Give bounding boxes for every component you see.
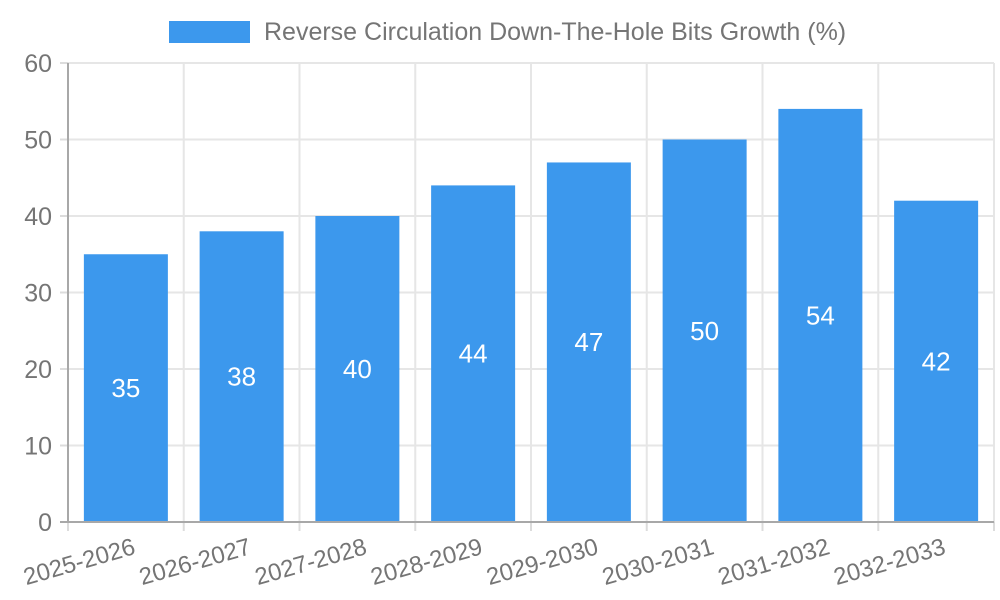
chart-legend: Reverse Circulation Down-The-Hole Bits G…: [169, 18, 847, 46]
x-tick-label: 2027-2028: [252, 533, 370, 591]
x-tick-label: 2026-2027: [136, 533, 254, 591]
bar-value-label: 47: [574, 327, 603, 357]
x-tick-label: 2028-2029: [368, 533, 486, 591]
y-tick-label: 20: [24, 356, 52, 384]
bar-value-label: 38: [227, 362, 256, 392]
bar-value-label: 35: [111, 373, 140, 403]
bar: [662, 139, 747, 522]
x-tick-label: 2031-2032: [715, 533, 833, 591]
x-tick-label: 2029-2030: [484, 533, 602, 591]
y-tick-label: 60: [24, 50, 52, 78]
y-tick-label: 50: [24, 127, 52, 155]
bar: [315, 216, 400, 522]
y-tick-label: 0: [38, 509, 52, 537]
bar-value-label: 42: [922, 346, 951, 376]
x-tick-label: 2030-2031: [599, 533, 717, 591]
bar-value-label: 54: [806, 300, 835, 330]
bar: [199, 231, 284, 523]
bar: [894, 200, 979, 522]
bar: [83, 254, 168, 522]
bar-value-label: 44: [459, 339, 488, 369]
y-tick-label: 10: [24, 433, 52, 461]
y-tick-label: 40: [24, 203, 52, 231]
x-tick-label: 2025-2026: [21, 533, 139, 591]
y-tick-label: 30: [24, 280, 52, 308]
bar-value-label: 50: [690, 316, 719, 346]
bar: [431, 185, 516, 522]
x-tick-label: 2032-2033: [831, 533, 949, 591]
bar: [546, 162, 631, 522]
bar: [778, 108, 863, 523]
legend-swatch: [169, 21, 250, 43]
bar-value-label: 40: [343, 354, 372, 384]
legend-label: Reverse Circulation Down-The-Hole Bits G…: [264, 18, 847, 46]
